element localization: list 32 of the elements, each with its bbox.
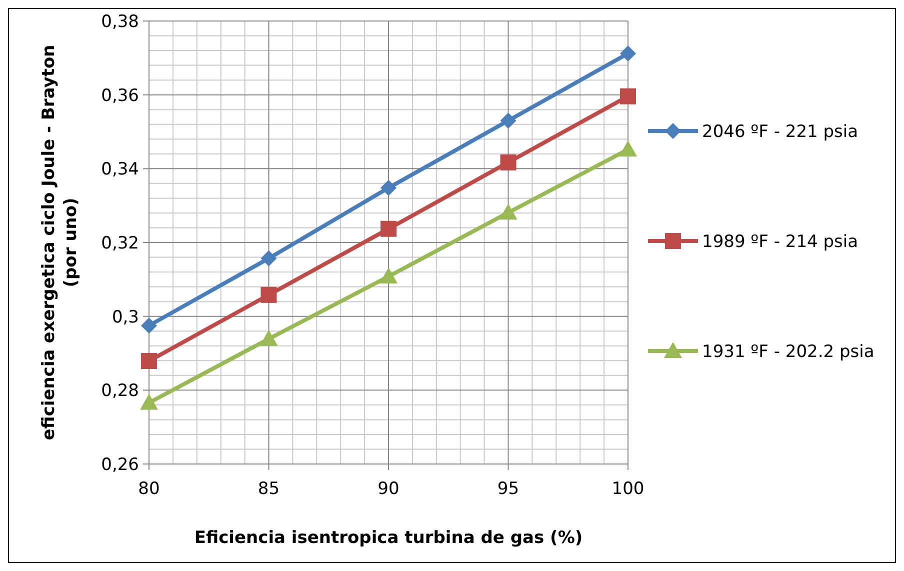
point: [141, 353, 157, 370]
x-tick-label: 95: [497, 479, 520, 499]
legend-label: 2046 ºF - 221 psia: [702, 122, 858, 142]
y-tick-label: 0,28: [101, 381, 139, 402]
point: [620, 88, 636, 104]
point: [260, 286, 277, 303]
x-tick-label: 90: [378, 479, 400, 499]
point: [141, 318, 157, 334]
point: [620, 45, 636, 62]
point: [140, 394, 158, 410]
y-tick-label: 0,34: [101, 160, 139, 180]
point: [499, 204, 518, 220]
x-tick-label: 100: [612, 479, 644, 499]
point: [619, 140, 637, 156]
point: [500, 154, 516, 170]
point: [380, 267, 398, 284]
legend-label: 1931 ºF - 202.2 psia: [702, 342, 874, 362]
y-tick-label: 0,32: [101, 233, 139, 254]
point: [380, 180, 396, 196]
x-tick-label: 80: [138, 479, 160, 499]
point: [260, 330, 278, 346]
point: [380, 220, 396, 237]
y-tick-label: 0,38: [101, 12, 139, 32]
legend-label: 1989 ºF - 214 psia: [702, 232, 858, 252]
point: [260, 250, 277, 266]
y-tick-label: 0,36: [101, 86, 139, 106]
x-tick-label: 85: [258, 479, 280, 499]
y-axis-title: eficiencia exergetica ciclo Joule - Brayton (por uno): [39, 44, 81, 440]
point: [500, 112, 516, 129]
y-tick-label: 0,26: [101, 454, 139, 475]
y-tick-label: 0,3: [112, 307, 139, 328]
x-axis-title: Eficiencia isentropica turbina de gas (%): [194, 528, 583, 548]
